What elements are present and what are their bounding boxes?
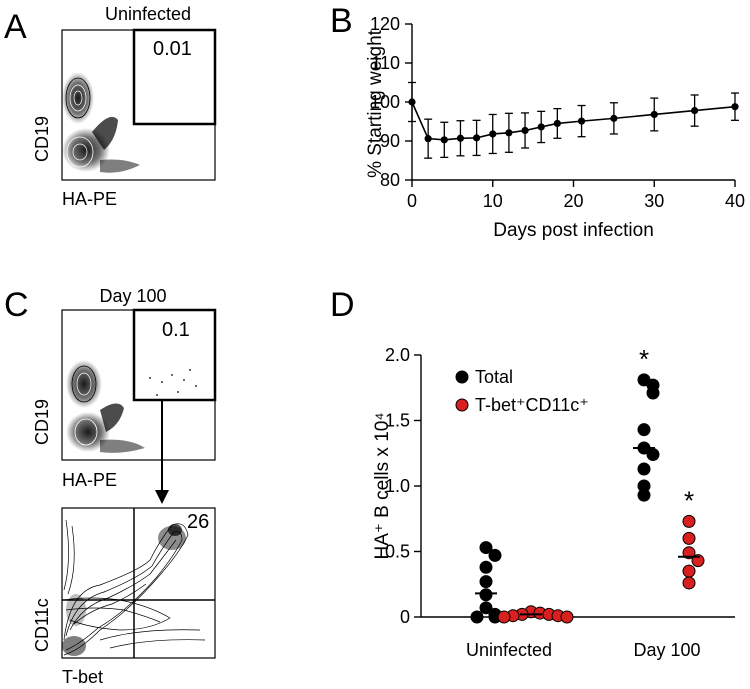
hab-y-title: HA⁺ B cells x 10⁴	[372, 412, 393, 559]
hab-point	[497, 610, 511, 624]
panel-d-letter: D	[330, 286, 355, 324]
hab-point	[479, 575, 493, 589]
panel-c-gate	[132, 308, 217, 402]
weight-x-tick-label: 0	[407, 191, 417, 211]
panel-a-gate	[132, 28, 217, 126]
hab-point	[479, 601, 493, 615]
panel-a-gate-value: 0.01	[153, 38, 192, 60]
weight-x-title: Days post infection	[493, 220, 654, 241]
weight-chart: 80 90 100 110 120 0 10 20 30 40 % Starting weigh…	[365, 14, 745, 241]
hab-y-tick-label: 2.0	[385, 345, 410, 365]
panel-c-contour-upper	[66, 360, 102, 408]
panel-a-title: Uninfected	[105, 4, 191, 24]
hab-legend-marker	[455, 370, 469, 384]
hab-significance-star: *	[684, 485, 694, 515]
panel-c-sub-x-label: T-bet	[62, 667, 103, 687]
panel-b: B 80 90 100 110 120 0 10 20 30 40 % Starting wei…	[330, 2, 745, 241]
weight-point	[691, 106, 699, 115]
hab-point	[637, 462, 651, 476]
weight-point	[440, 136, 448, 144]
hab-point	[488, 548, 502, 562]
ha-bcell-chart: 0 0.5 1.0 1.5 2.0 Uninfected Day 100 * * Total…	[372, 344, 735, 660]
weight-point	[577, 117, 586, 125]
weight-point	[610, 114, 618, 122]
hab-point	[682, 576, 696, 590]
panel-c-title: Day 100	[99, 286, 166, 306]
panel-a-contour-lower	[62, 116, 140, 173]
panel-c-quadrant-value: 26	[187, 511, 209, 533]
hab-point	[646, 386, 660, 400]
weight-y-tick-label: 110	[371, 53, 400, 73]
weight-point	[408, 98, 416, 106]
weight-point	[424, 135, 432, 143]
panel-c: C Day 100 0.1 CD19	[4, 286, 217, 687]
panel-a-x-label: HA-PE	[62, 189, 117, 209]
hab-x-category-label: Uninfected	[466, 640, 552, 660]
hab-point	[682, 514, 696, 528]
panel-c-bottom-frame	[61, 507, 216, 659]
hab-point	[682, 564, 696, 578]
hab-point	[682, 531, 696, 545]
hab-y-tick-label: 1.0	[385, 476, 410, 496]
hab-point	[560, 610, 574, 624]
weight-point	[489, 130, 497, 138]
panel-c-y-label: CD19	[32, 399, 52, 445]
weight-y-title: % Starting weight	[365, 29, 386, 178]
panel-c-letter: C	[4, 286, 29, 324]
weight-point	[731, 103, 739, 111]
weight-point	[505, 129, 513, 137]
panel-a-flow-plot: 0.01	[61, 28, 217, 181]
panel-c-flow-plot-top: 0.1	[61, 308, 217, 461]
weight-x-tick-label: 10	[483, 191, 503, 211]
weight-x-tick-label: 30	[644, 191, 664, 211]
panel-a: A Uninfected 0.01 CD19 HA-PE	[4, 4, 217, 209]
hab-point	[479, 588, 493, 602]
weight-y-tick-label: 100	[370, 92, 400, 112]
hab-point	[479, 560, 493, 574]
panel-c-sub-y-label: CD11c	[32, 598, 52, 652]
panel-c-contour-lower	[66, 403, 145, 453]
hab-legend-label: T-bet⁺CD11c⁺	[475, 395, 589, 415]
hab-y-tick-label: 0.5	[385, 542, 410, 562]
panel-a-letter: A	[4, 8, 27, 46]
hab-y-tick-label: 0	[400, 607, 410, 627]
panel-c-bottom-dense-regions	[62, 524, 186, 656]
panel-c-flow-plot-bottom: 26	[61, 507, 216, 659]
panel-c-gate-value: 0.1	[162, 319, 190, 341]
hab-point	[479, 541, 493, 555]
hab-point	[637, 488, 651, 502]
panel-a-contour-upper	[62, 72, 94, 124]
weight-point	[473, 134, 481, 142]
panel-c-gating-arrow	[155, 400, 169, 504]
weight-point	[456, 134, 465, 142]
hab-legend-label: Total	[475, 367, 513, 387]
weight-point	[521, 126, 529, 135]
hab-legend-marker	[455, 398, 469, 412]
weight-x-tick-label: 40	[725, 191, 745, 211]
weight-x-tick-label: 20	[563, 191, 583, 211]
weight-point	[650, 110, 658, 119]
weight-point	[553, 119, 561, 128]
hab-y-tick-label: 1.5	[385, 411, 410, 431]
hab-point	[637, 423, 651, 437]
weight-y-tick-label: 120	[370, 14, 400, 34]
hab-significance-star: *	[639, 344, 649, 374]
panel-d: D 0 0.5 1.0 1.5 2.0 Uninfected Day 100 * * Tot…	[330, 286, 735, 660]
panel-c-gate-events	[149, 369, 197, 396]
weight-y-tick-label: 90	[380, 131, 400, 151]
hab-point	[470, 610, 484, 624]
hab-x-category-label: Day 100	[633, 640, 700, 660]
weight-y-tick-label: 80	[380, 170, 400, 190]
panel-a-y-label: CD19	[32, 116, 52, 162]
hab-point	[646, 448, 660, 462]
panel-c-x-label: HA-PE	[62, 470, 117, 490]
weight-point	[537, 123, 545, 131]
panel-b-letter: B	[330, 2, 353, 40]
